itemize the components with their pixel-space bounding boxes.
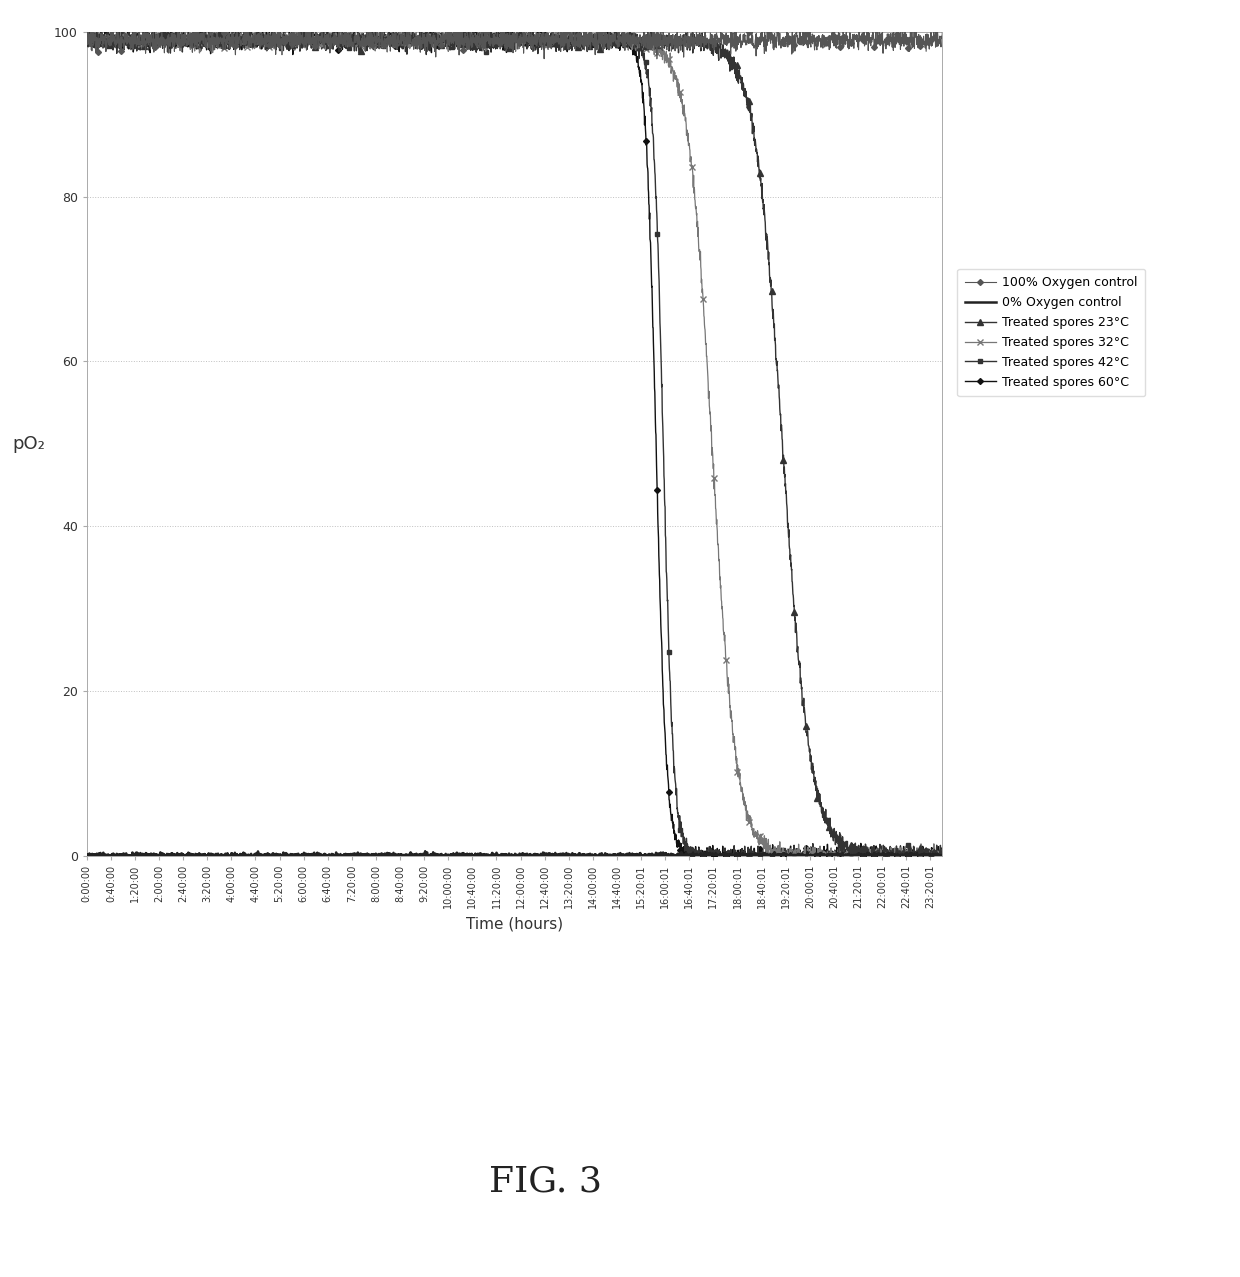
Treated spores 42°C [684,848,699,863]
0% Oxygen control [228,848,243,863]
100% Oxygen control [228,47,243,63]
100% Oxygen control [919,43,934,59]
100% Oxygen control [935,24,950,40]
Treated spores 32°C [764,848,779,863]
Treated spores 32°C [444,37,459,52]
0% Oxygen control [418,844,433,859]
Treated spores 32°C [79,24,94,40]
100% Oxygen control [81,24,95,40]
100% Oxygen control [445,32,460,47]
Y-axis label: pO₂: pO₂ [12,434,46,453]
100% Oxygen control [408,29,423,45]
X-axis label: Time (hours): Time (hours) [466,917,563,931]
Treated spores 23°C [835,848,849,863]
Treated spores 42°C [408,33,423,49]
0% Oxygen control [445,848,460,863]
100% Oxygen control [79,33,94,49]
100% Oxygen control [537,51,552,66]
Treated spores 23°C [79,28,94,43]
Line: Treated spores 42°C: Treated spores 42°C [84,29,945,858]
Treated spores 23°C [408,37,423,52]
Treated spores 60°C [228,34,243,50]
100% Oxygen control [827,38,842,54]
0% Oxygen control [827,847,842,862]
0% Oxygen control [935,848,950,863]
Treated spores 60°C [408,37,423,52]
Treated spores 23°C [935,848,950,863]
Treated spores 60°C [445,33,460,49]
Treated spores 60°C [79,27,94,42]
Treated spores 32°C [919,844,934,859]
Treated spores 60°C [177,33,192,49]
Treated spores 23°C [228,31,243,46]
Treated spores 23°C [104,24,119,40]
0% Oxygen control [177,848,192,863]
Treated spores 60°C [93,24,108,40]
Treated spores 60°C [935,848,950,863]
Treated spores 32°C [826,848,841,863]
Line: Treated spores 60°C: Treated spores 60°C [84,29,945,858]
Treated spores 60°C [827,848,842,863]
Line: Treated spores 32°C: Treated spores 32°C [84,29,945,858]
Line: Treated spores 23°C: Treated spores 23°C [84,29,945,858]
Treated spores 60°C [673,848,688,863]
Treated spores 42°C [86,24,100,40]
0% Oxygen control [919,847,934,862]
Treated spores 42°C [228,32,243,47]
Legend: 100% Oxygen control, 0% Oxygen control, Treated spores 23°C, Treated spores 32°C: 100% Oxygen control, 0% Oxygen control, … [957,268,1146,396]
Treated spores 23°C [177,31,192,46]
Treated spores 23°C [919,840,934,856]
Treated spores 32°C [408,32,423,47]
Treated spores 42°C [79,27,94,42]
0% Oxygen control [79,847,94,862]
100% Oxygen control [177,26,192,41]
Treated spores 42°C [177,36,192,51]
Text: FIG. 3: FIG. 3 [489,1165,603,1198]
Treated spores 32°C [935,848,950,863]
0% Oxygen control [79,848,94,863]
Treated spores 60°C [919,845,934,861]
Treated spores 42°C [919,845,934,861]
Treated spores 23°C [445,33,460,49]
0% Oxygen control [408,848,423,863]
Treated spores 42°C [445,29,460,45]
Treated spores 42°C [827,845,842,861]
Treated spores 23°C [826,826,841,842]
Line: 0% Oxygen control: 0% Oxygen control [87,852,942,856]
Treated spores 32°C [228,36,243,51]
Line: 100% Oxygen control: 100% Oxygen control [84,29,945,61]
Treated spores 32°C [177,31,192,46]
Treated spores 42°C [935,848,950,863]
